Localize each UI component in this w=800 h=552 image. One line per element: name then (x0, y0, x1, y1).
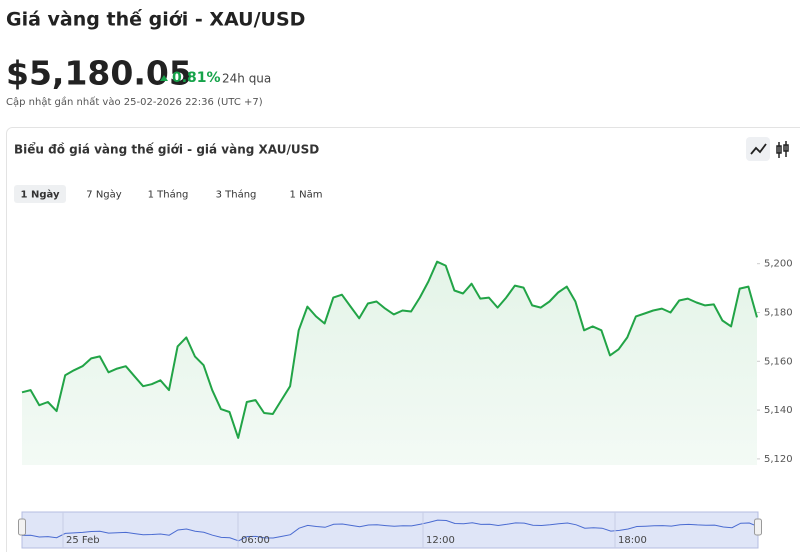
tab[interactable]: 1 Năm (290, 190, 323, 201)
navigator-line (21, 519, 759, 542)
page-title: Giá vàng thế giới - XAU/USD (6, 8, 305, 31)
y-tick-label: 5,200 (764, 259, 793, 270)
candle-view-button[interactable] (776, 141, 789, 158)
area (22, 261, 757, 465)
navigator-label: 18:00 (618, 535, 647, 546)
updated: Cập nhật gần nhất vào 25-02-2026 22:36 (… (6, 96, 263, 108)
tab-label: 7 Ngày (86, 189, 121, 201)
tab-label: 1 Năm (290, 190, 323, 201)
navigator-handle[interactable] (754, 518, 762, 536)
tab-label: 1 Tháng (148, 189, 189, 201)
line-icon (750, 143, 767, 155)
up-arrow (160, 75, 168, 81)
navigator-handle[interactable] (18, 518, 26, 536)
y-tick-label: 5,180 (764, 307, 793, 318)
chart-title: Biểu đồ giá vàng thế giới - giá vàng XAU… (14, 142, 319, 157)
y-tick-label: 5,160 (764, 356, 793, 367)
y-tick-label: 5,120 (764, 454, 793, 465)
navigator-label: 12:00 (426, 535, 455, 546)
tab-label: 1 Ngày (21, 189, 60, 201)
navigator-bg (21, 511, 759, 549)
tab-label: 3 Tháng (216, 189, 257, 201)
price-line (21, 260, 758, 439)
navigator-label: 25 Feb (66, 535, 100, 546)
tab-active-bg (14, 185, 66, 203)
price: $5,180.05 (6, 54, 192, 93)
tab[interactable]: 1 Tháng (148, 189, 189, 201)
tab[interactable]: 1 Ngày (14, 185, 66, 203)
tab[interactable]: 7 Ngày (86, 189, 121, 201)
change-period: 24h qua (222, 72, 271, 86)
change: 0.81% (172, 70, 221, 86)
y-tick-label: 5,140 (764, 405, 793, 416)
tab[interactable]: 3 Tháng (216, 189, 257, 201)
navigator-label: 06:00 (241, 535, 270, 546)
